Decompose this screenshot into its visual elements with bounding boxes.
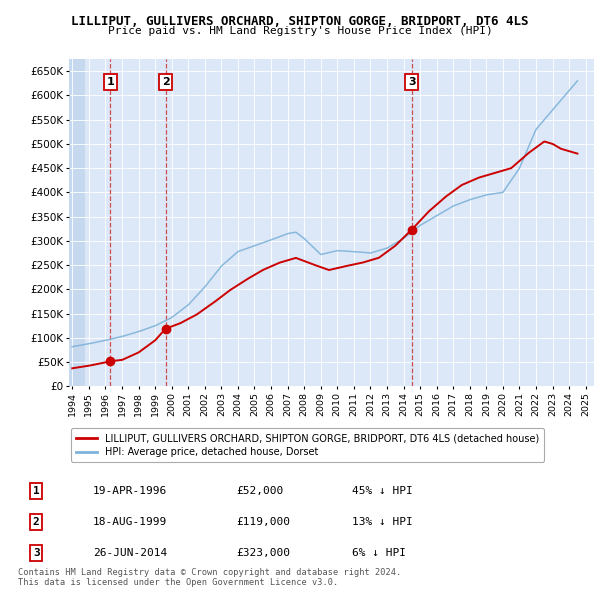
Text: £52,000: £52,000 [236, 486, 284, 496]
Text: 6% ↓ HPI: 6% ↓ HPI [352, 548, 406, 558]
Text: LILLIPUT, GULLIVERS ORCHARD, SHIPTON GORGE, BRIDPORT, DT6 4LS: LILLIPUT, GULLIVERS ORCHARD, SHIPTON GOR… [71, 15, 529, 28]
Text: 19-APR-1996: 19-APR-1996 [92, 486, 167, 496]
Text: Contains HM Land Registry data © Crown copyright and database right 2024.
This d: Contains HM Land Registry data © Crown c… [18, 568, 401, 587]
Text: 13% ↓ HPI: 13% ↓ HPI [352, 517, 413, 527]
Text: Price paid vs. HM Land Registry's House Price Index (HPI): Price paid vs. HM Land Registry's House … [107, 26, 493, 36]
Text: 26-JUN-2014: 26-JUN-2014 [92, 548, 167, 558]
Text: 45% ↓ HPI: 45% ↓ HPI [352, 486, 413, 496]
Legend: LILLIPUT, GULLIVERS ORCHARD, SHIPTON GORGE, BRIDPORT, DT6 4LS (detached house), : LILLIPUT, GULLIVERS ORCHARD, SHIPTON GOR… [71, 428, 544, 462]
Text: 3: 3 [33, 548, 40, 558]
Bar [69, 59, 85, 386]
Text: £323,000: £323,000 [236, 548, 290, 558]
Text: 3: 3 [408, 77, 415, 87]
Text: 2: 2 [33, 517, 40, 527]
Text: 1: 1 [33, 486, 40, 496]
Text: £119,000: £119,000 [236, 517, 290, 527]
Text: 1: 1 [107, 77, 114, 87]
Text: 18-AUG-1999: 18-AUG-1999 [92, 517, 167, 527]
Text: 2: 2 [161, 77, 169, 87]
